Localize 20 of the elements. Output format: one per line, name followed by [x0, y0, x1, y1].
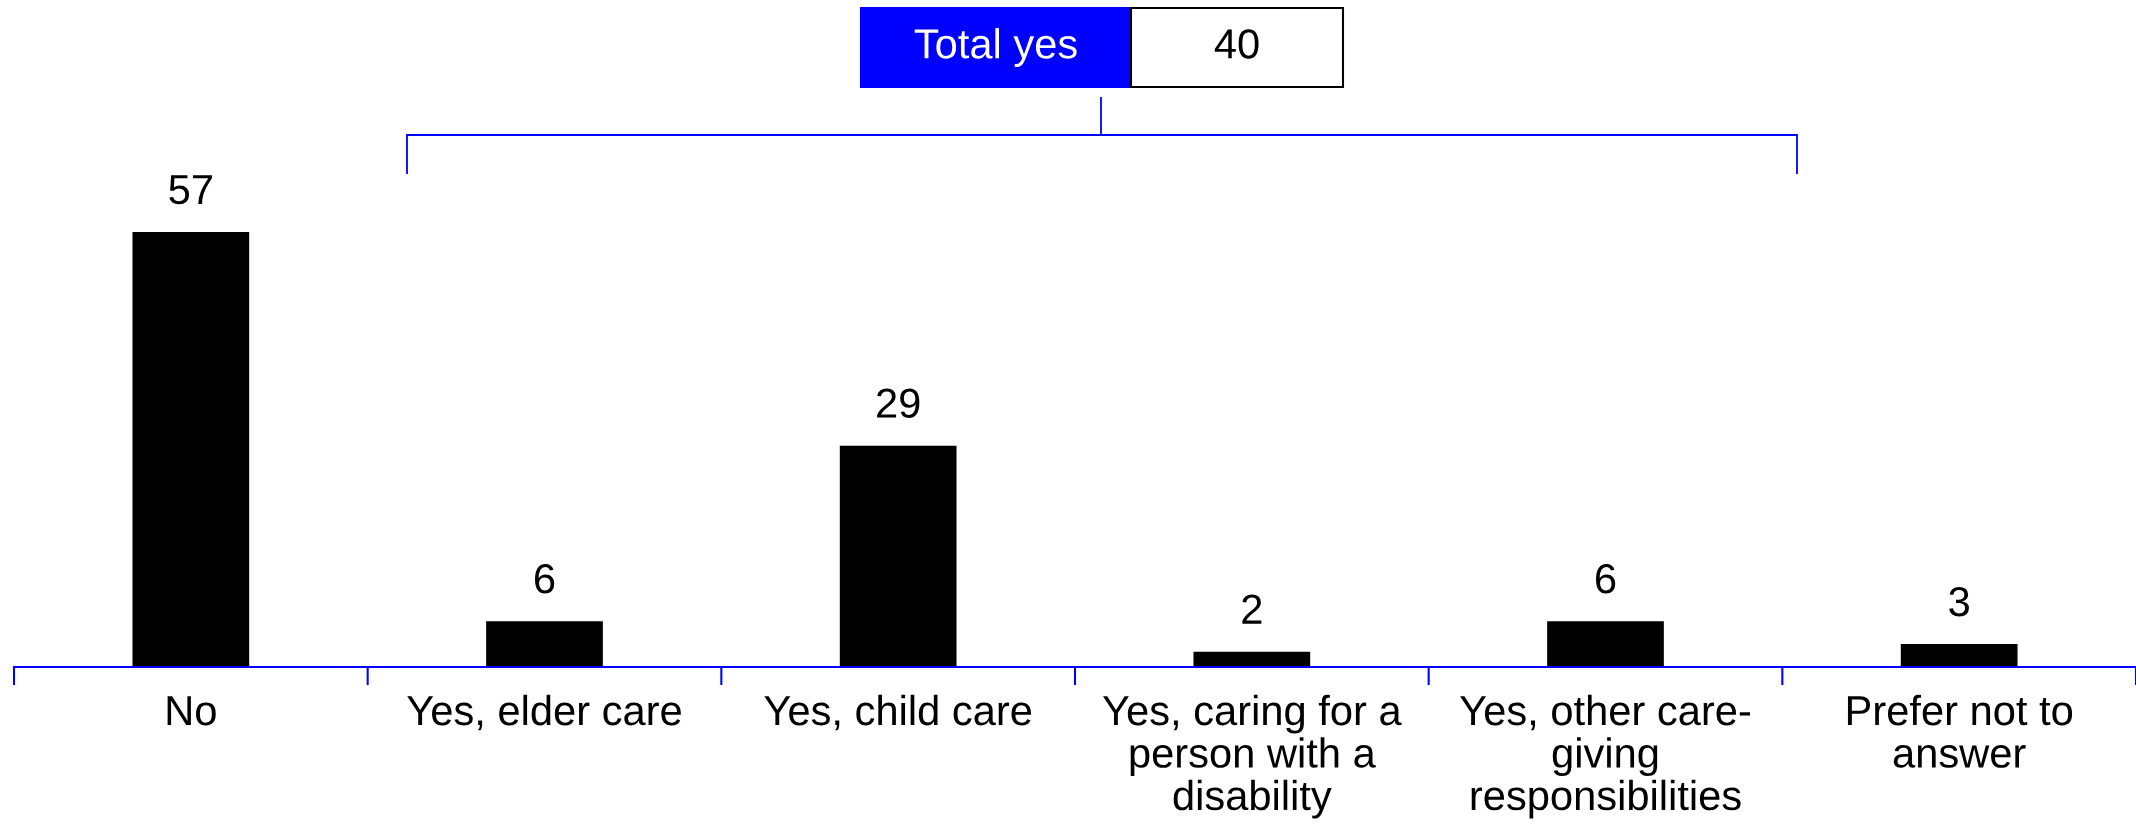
bar — [1547, 621, 1664, 667]
x-tick-label: Yes, other care- giving responsibilities — [1460, 694, 1750, 819]
bar — [839, 445, 957, 667]
bar — [1193, 651, 1311, 667]
data-label: 57 — [169, 175, 212, 205]
data-label: 2 — [1242, 594, 1262, 624]
text: Total yes — [914, 28, 1077, 67]
data-label: 3 — [1949, 586, 1969, 617]
x-tick-label: Yes, elder care — [407, 694, 681, 731]
bar — [1900, 644, 2018, 667]
data-label: 6 — [535, 564, 555, 594]
x-tick-label: Yes, child care — [764, 694, 1032, 731]
data-label: 6 — [1596, 564, 1616, 594]
x-tick-label: Yes, caring for a person with a disability — [1102, 694, 1402, 819]
text: 40 — [1214, 29, 1259, 59]
bar — [486, 621, 603, 667]
x-tick-label: Prefer not to answer — [1847, 694, 2073, 768]
bar — [132, 232, 250, 667]
x-tick-label: No — [167, 696, 216, 726]
data-label: 29 — [877, 388, 920, 418]
